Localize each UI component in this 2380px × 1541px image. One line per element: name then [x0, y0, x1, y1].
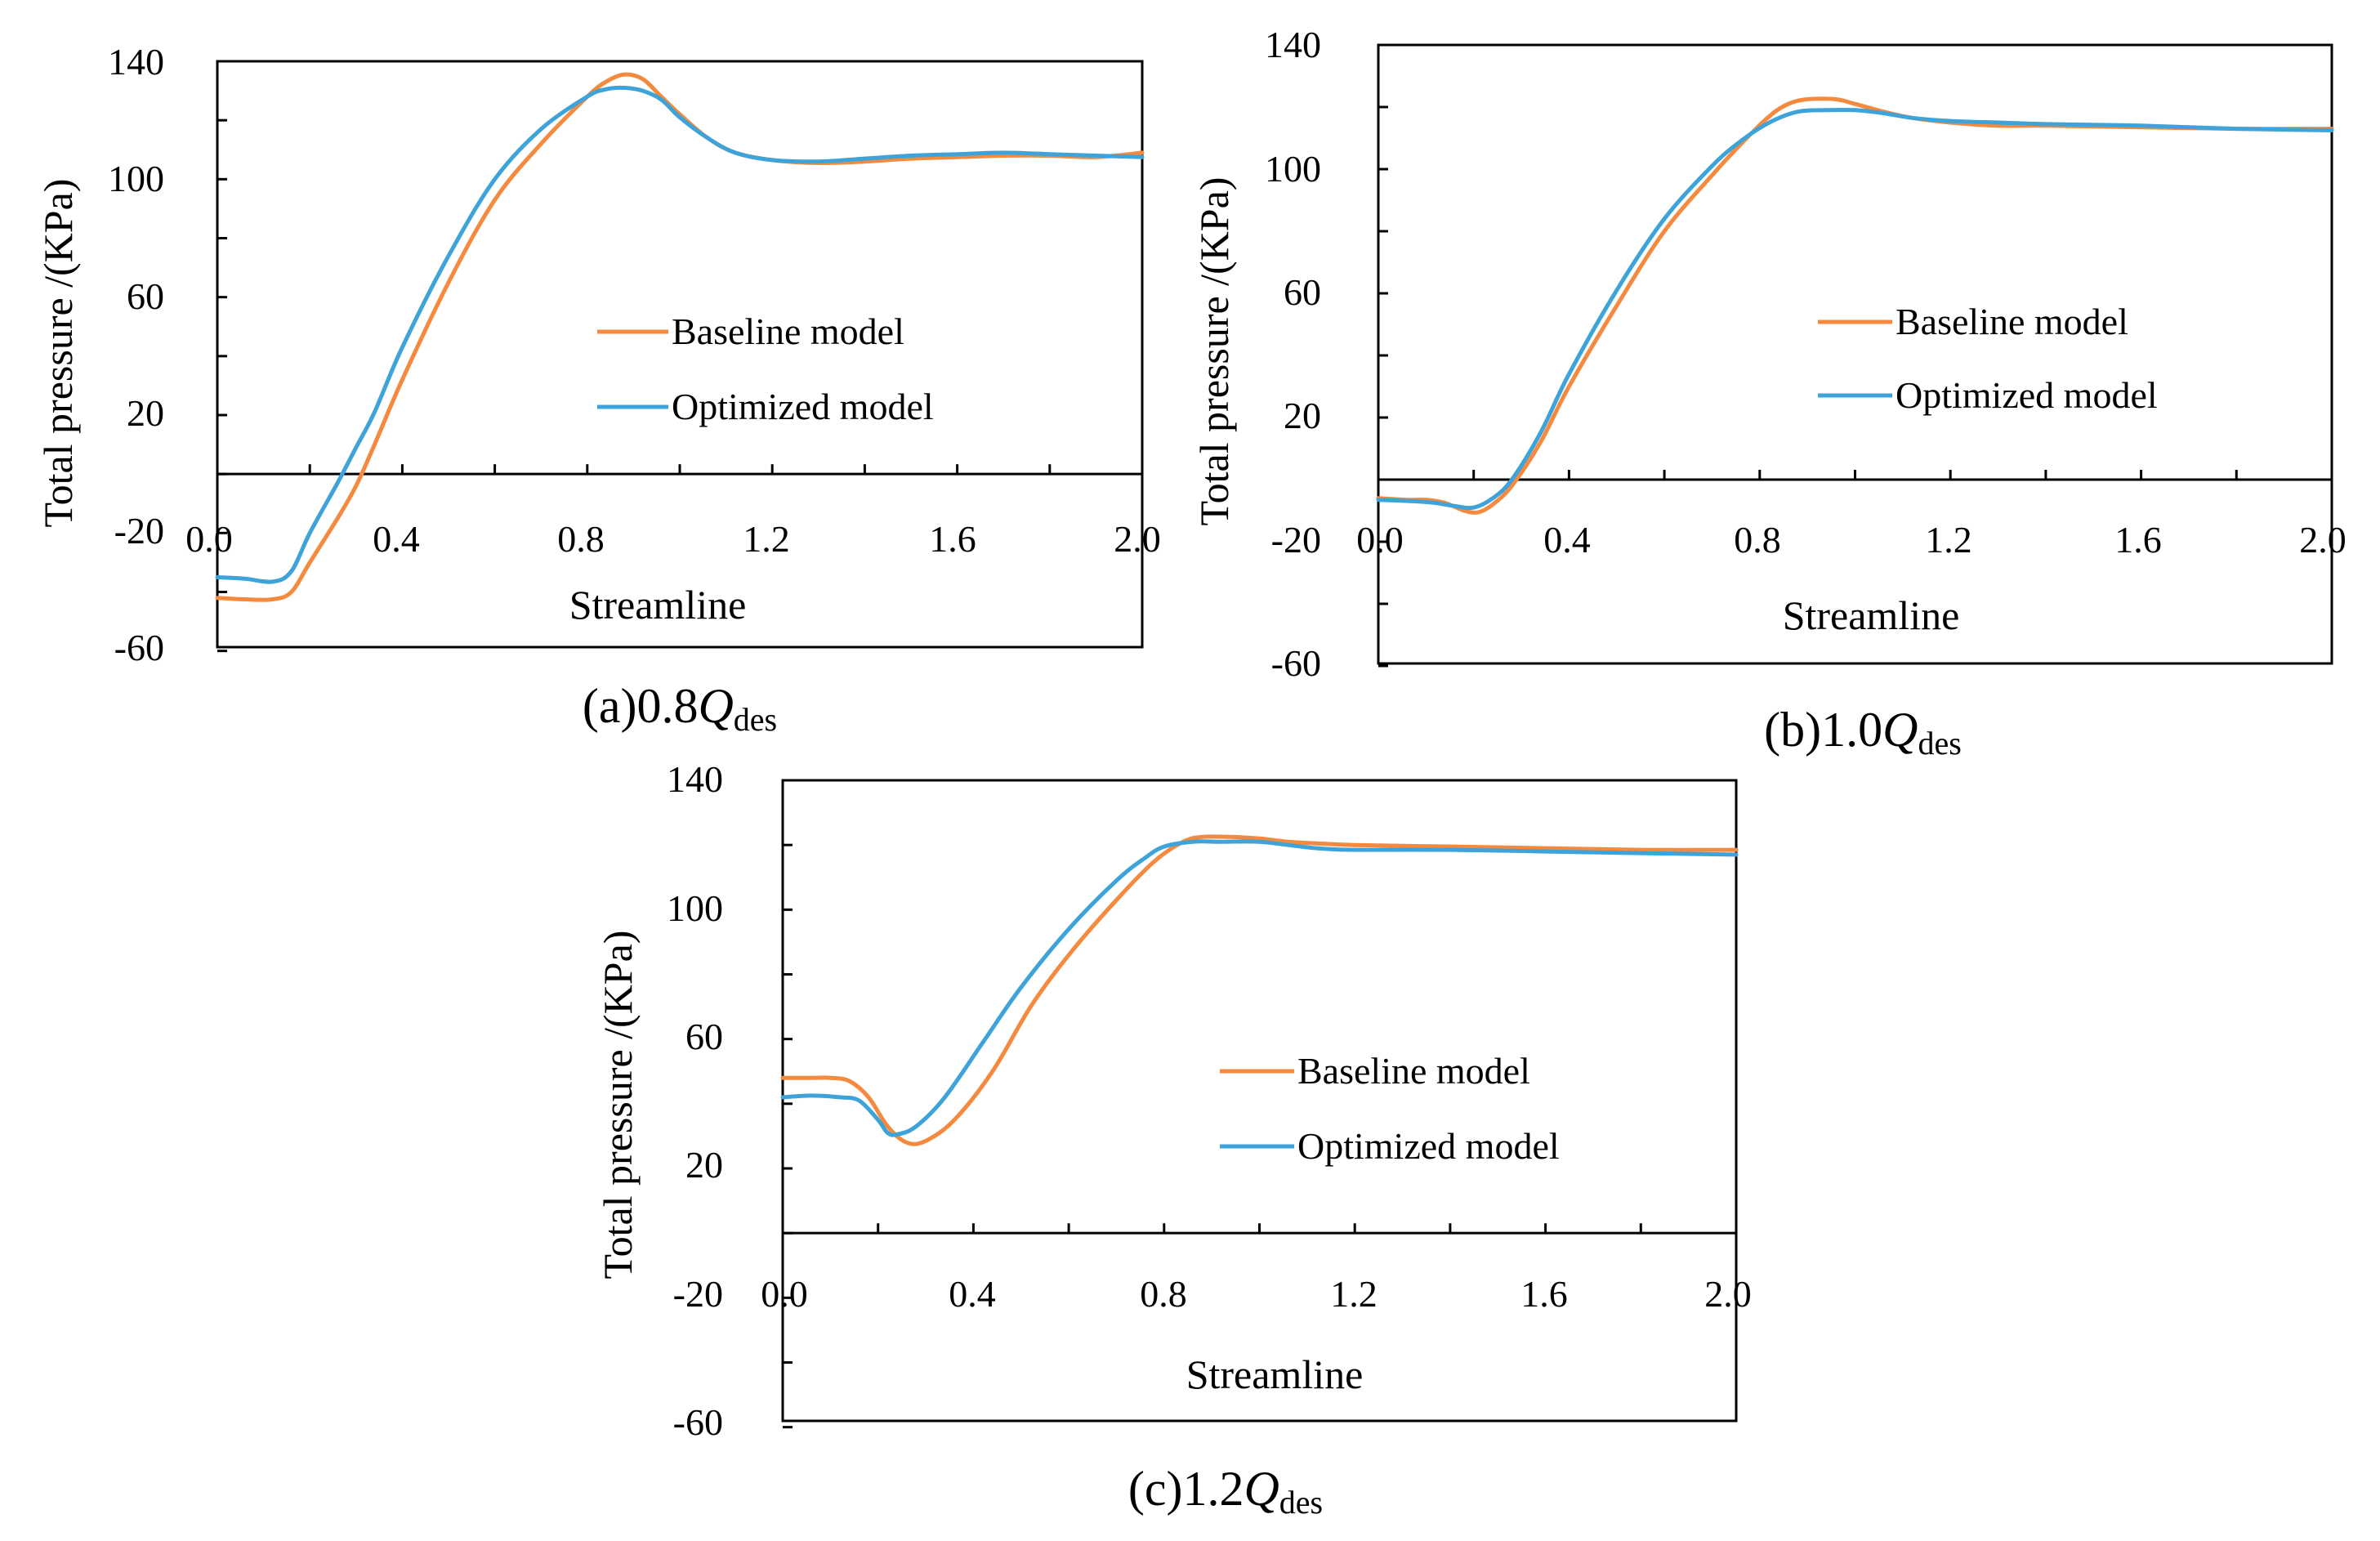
caption-subscript: des	[1918, 725, 1961, 762]
legend-label-optimized: Optimized model	[1297, 1125, 1560, 1167]
caption-prefix: (b)	[1764, 703, 1821, 757]
caption-value: 0.8	[636, 679, 698, 733]
y-axis-ticks: 140 100 60 20 -20 -60	[667, 758, 723, 1443]
x-axis-title: Streamline	[569, 582, 747, 628]
x-tick-label: 0.8	[557, 518, 605, 560]
x-tick-label: 0.4	[949, 1273, 996, 1315]
tick-marks	[216, 60, 1144, 653]
x-tick-label: 0.0	[185, 518, 233, 560]
legend-label-optimized: Optimized model	[672, 386, 934, 427]
y-tick-label: 140	[667, 758, 723, 800]
chart-panel-b: 140 100 60 20 -20 -60 0.0 0.4 0.8 1.2 1.…	[1191, 24, 2347, 762]
x-tick-label: 0.8	[1140, 1273, 1187, 1315]
y-axis-title: Total pressure /(KPa)	[35, 179, 81, 528]
y-tick-label: 100	[1265, 148, 1321, 190]
y-tick-label: 60	[127, 275, 164, 317]
y-axis-title: Total pressure /(KPa)	[595, 931, 641, 1280]
y-tick-label: 20	[685, 1144, 723, 1186]
x-tick-label: 0.4	[373, 518, 420, 560]
series-line-baseline	[215, 72, 1145, 602]
y-tick-label: -20	[114, 510, 164, 552]
x-tick-label: 1.6	[929, 518, 976, 560]
y-axis-ticks: 140 100 60 20 -20 -60	[1265, 24, 1321, 684]
legend-label-baseline: Baseline model	[1896, 301, 2128, 342]
y-tick-label: 20	[1284, 395, 1321, 436]
series-line-optimized	[780, 839, 1739, 1137]
x-tick-label: 0.0	[1356, 519, 1404, 561]
x-axis-title: Streamline	[1186, 1351, 1364, 1397]
caption-prefix: (a)	[583, 679, 637, 733]
x-tick-label: 2.0	[1114, 518, 1161, 560]
series-line-optimized	[215, 85, 1145, 584]
y-tick-label: 60	[1284, 271, 1321, 313]
x-axis-ticks: 0.0 0.4 0.8 1.2 1.6 2.0	[185, 518, 1161, 560]
x-tick-label: 1.2	[1925, 519, 1972, 561]
x-tick-label: 1.6	[1520, 1273, 1568, 1315]
chart-panel-c: 140 100 60 20 -20 -60 0.0 0.4 0.8 1.2 1.…	[595, 758, 1752, 1521]
series-line-baseline	[1376, 96, 2334, 515]
y-tick-label: -20	[673, 1273, 723, 1315]
plot-frame	[781, 779, 1738, 1423]
y-tick-label: 20	[127, 392, 164, 434]
caption-value: 1.2	[1182, 1462, 1244, 1516]
legend-label-optimized: Optimized model	[1896, 374, 2158, 416]
x-axis-ticks: 0.0 0.4 0.8 1.2 1.6 2.0	[1356, 519, 2347, 561]
caption-symbol: Q	[698, 679, 733, 733]
y-tick-label: -60	[114, 627, 164, 668]
y-tick-label: 100	[108, 158, 164, 199]
x-axis-ticks: 0.0 0.4 0.8 1.2 1.6 2.0	[761, 1273, 1752, 1315]
caption-subscript: des	[1279, 1484, 1323, 1521]
x-tick-label: 2.0	[2299, 519, 2347, 561]
x-tick-label: 1.6	[2114, 519, 2162, 561]
caption-symbol: Q	[1244, 1462, 1279, 1516]
x-tick-label: 1.2	[743, 518, 790, 560]
y-axis-ticks: 140 100 60 20 -20 -60	[108, 41, 164, 668]
caption-value: 1.0	[1821, 703, 1882, 757]
x-tick-label: 1.2	[1330, 1273, 1378, 1315]
y-tick-label: -60	[1271, 642, 1321, 684]
panel-caption: (c)1.2Qdes	[1128, 1462, 1323, 1521]
y-tick-label: -60	[673, 1401, 723, 1443]
x-tick-label: 0.8	[1734, 519, 1781, 561]
y-tick-label: -20	[1271, 519, 1321, 561]
panel-caption: (b)1.0Qdes	[1764, 703, 1962, 762]
legend-label-baseline: Baseline model	[672, 310, 904, 352]
caption-symbol: Q	[1882, 703, 1918, 757]
x-tick-label: 2.0	[1704, 1273, 1752, 1315]
series-line-baseline	[780, 834, 1739, 1146]
plot-frame	[216, 60, 1144, 649]
legend: Baseline model Optimized model	[1818, 301, 2158, 416]
series-line-optimized	[1376, 107, 2334, 511]
tick-marks	[781, 779, 1738, 1429]
plot-frame	[1377, 43, 2333, 665]
tick-marks	[1377, 43, 2333, 668]
y-tick-label: 140	[108, 41, 164, 83]
chart-panel-a: 140 100 60 20 -20 -60 0.0 0.4 0.8 1.2 1.…	[35, 41, 1161, 738]
x-tick-label: 0.0	[761, 1273, 808, 1315]
caption-subscript: des	[734, 701, 777, 738]
y-tick-label: 60	[685, 1016, 723, 1057]
x-axis-title: Streamline	[1783, 592, 1960, 638]
y-tick-label: 140	[1265, 24, 1321, 65]
legend: Baseline model Optimized model	[597, 310, 934, 427]
x-tick-label: 0.4	[1543, 519, 1591, 561]
legend-label-baseline: Baseline model	[1297, 1050, 1530, 1092]
y-axis-title: Total pressure /(KPa)	[1191, 177, 1237, 526]
y-tick-label: 100	[667, 887, 723, 929]
caption-prefix: (c)	[1128, 1462, 1183, 1516]
legend: Baseline model Optimized model	[1220, 1050, 1560, 1167]
panel-caption: (a)0.8Qdes	[583, 679, 777, 738]
